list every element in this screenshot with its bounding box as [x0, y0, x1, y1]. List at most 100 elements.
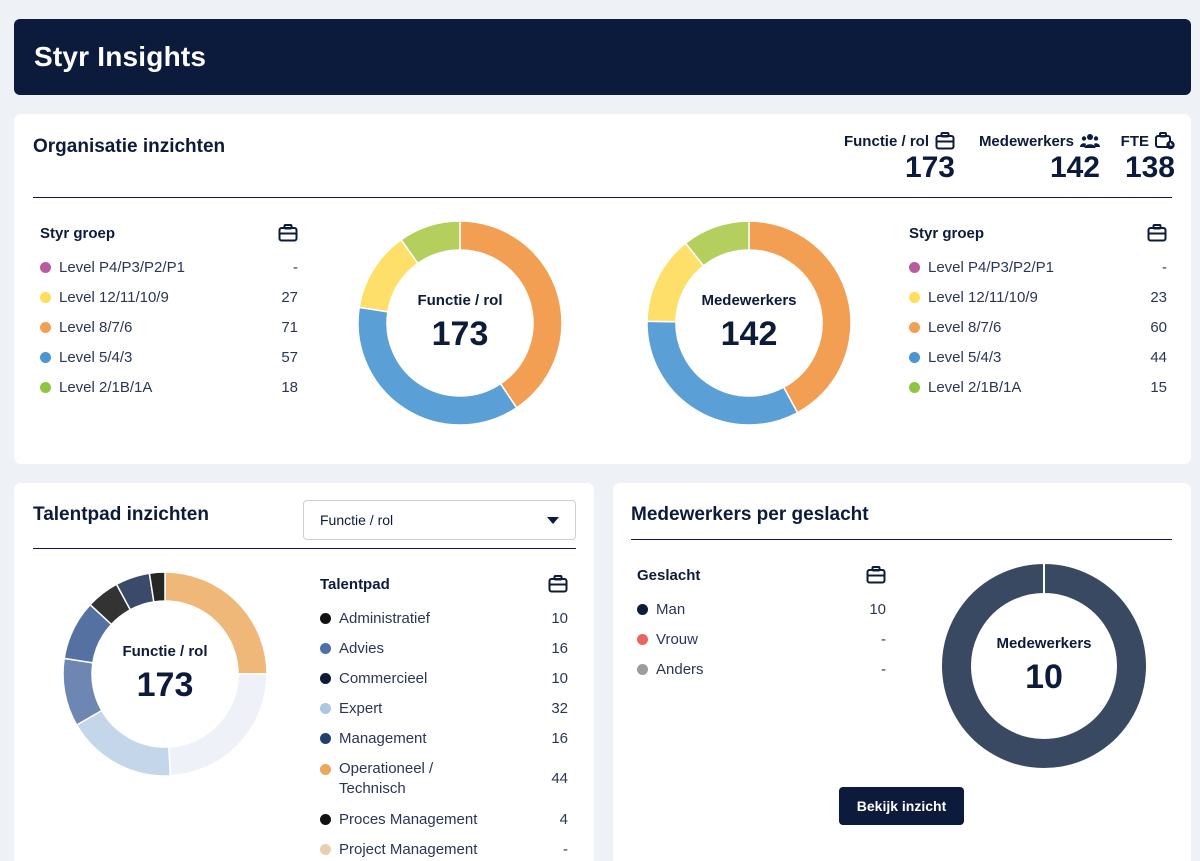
legend-dot	[40, 261, 51, 273]
legend-dot	[909, 381, 920, 393]
gender-card-title: Medewerkers per geslacht	[631, 504, 869, 525]
legend-label: Level 5/4/3	[928, 348, 1002, 366]
legend-item: Management 16	[320, 723, 568, 753]
legend-item: Level 2/1B/1A 15	[909, 372, 1167, 402]
legend-label: Level 12/11/10/9	[928, 288, 1038, 306]
kpi-fte: FTE 138	[1121, 132, 1175, 186]
legend-dot	[909, 291, 920, 303]
talentpad-select[interactable]: Functie / rol	[303, 500, 576, 540]
legend-value: 71	[281, 318, 298, 336]
legend-dot	[320, 813, 331, 825]
donut-center-label: Functie / rol	[417, 292, 503, 309]
donut-center-value: 173	[136, 666, 194, 704]
donut-center-label: Medewerkers	[996, 635, 1092, 652]
legend-label: Level 2/1B/1A	[59, 378, 153, 396]
gender-donut: Medewerkers 10	[940, 561, 1148, 770]
gender-legend: Geslacht Man 10 Vrouw - Anders -	[637, 564, 886, 684]
legend-label: Expert	[339, 699, 383, 717]
donut-segment-man	[940, 561, 1148, 770]
legend-value: -	[881, 630, 886, 648]
kpi-fte-label: FTE	[1120, 132, 1149, 150]
legend-value: 10	[551, 669, 568, 687]
briefcase-icon	[935, 132, 955, 150]
legend-item: Level 12/11/10/9 23	[909, 282, 1167, 312]
briefcase-clock-icon	[1155, 132, 1175, 150]
legend-value: 16	[551, 639, 568, 657]
org-right-legend: Styr groep Level P4/P3/P2/P1 - Level 12/1…	[909, 222, 1167, 402]
briefcase-icon	[866, 566, 886, 584]
legend-label: Level 12/11/10/9	[59, 288, 169, 306]
legend-label: Man	[656, 600, 686, 618]
kpi-medewerkers: Medewerkers 142	[979, 132, 1100, 186]
legend-value: 15	[1150, 378, 1167, 396]
legend-value: 27	[281, 288, 298, 306]
legend-dot	[320, 672, 331, 684]
legend-item: Level P4/P3/P2/P1 -	[909, 252, 1167, 282]
legend-value: 44	[1150, 348, 1167, 366]
legend-item: Commercieel 10	[320, 663, 568, 693]
donut-segment-level-5-4-3	[357, 306, 518, 426]
legend-dot	[637, 603, 648, 615]
briefcase-icon	[1147, 224, 1167, 242]
talentpad-legend: Talentpad Administratief 10 Advies 16 Comm…	[320, 573, 568, 861]
legend-item: Vrouw -	[637, 624, 886, 654]
talentpad-insights-title: Talentpad inzichten	[33, 504, 209, 525]
legend-label: Level 8/7/6	[928, 318, 1002, 336]
briefcase-icon	[278, 224, 298, 242]
donut-center-value: 173	[431, 315, 489, 353]
donut-center-label: Medewerkers	[701, 292, 797, 309]
legend-value: 10	[869, 600, 886, 618]
legend-dot	[909, 321, 920, 333]
legend-value: 4	[559, 810, 568, 828]
legend-dot	[40, 321, 51, 333]
legend-value: 44	[551, 770, 568, 787]
legend-item: Level P4/P3/P2/P1 -	[40, 252, 298, 282]
organisation-insights-card: Organisatie inzichten Functie / rol 173 …	[14, 114, 1191, 464]
legend-value: -	[293, 258, 298, 276]
legend-dot	[40, 381, 51, 393]
talentpad-divider	[33, 548, 576, 549]
kpi-functie-rol-label: Functie / rol	[843, 132, 929, 150]
legend-value: 32	[551, 699, 568, 717]
donut-segment-proces-management	[148, 571, 166, 603]
legend-label: Administratief	[339, 609, 430, 627]
legend-item: Expert 32	[320, 693, 568, 723]
legend-dot	[40, 291, 51, 303]
legend-value: 16	[551, 729, 568, 747]
app-header: Styr Insights	[14, 19, 1191, 95]
view-insight-button[interactable]: Bekijk inzicht	[839, 787, 964, 825]
talentpad-insights-card: Talentpad inzichten Functie / rol Functi…	[14, 483, 594, 861]
legend-item: Operationeel / Technisch 44	[320, 753, 568, 804]
donut-segment-level-2-1b-1a	[400, 220, 461, 265]
legend-dot	[909, 351, 920, 363]
legend-value: -	[881, 660, 886, 678]
people-icon	[1080, 134, 1100, 148]
legend-dot	[637, 633, 648, 645]
org-left-legend-header: Styr groep	[40, 224, 116, 242]
org-left-legend: Styr groep Level P4/P3/P2/P1 - Level 12/1…	[40, 222, 298, 402]
kpi-medewerkers-label: Medewerkers	[978, 132, 1074, 150]
legend-dot	[637, 663, 648, 675]
legend-item: Level 5/4/3 57	[40, 342, 298, 372]
donut-segment-level-8-7-6	[748, 220, 852, 414]
legend-item: Anders -	[637, 654, 886, 684]
legend-item: Administratief 10	[320, 603, 568, 633]
legend-item: Proces Management 4	[320, 804, 568, 834]
legend-item: Project Management -	[320, 834, 568, 861]
legend-dot	[40, 351, 51, 363]
org-functie-donut: Functie / rol 173	[357, 220, 563, 426]
org-right-legend-header: Styr groep	[909, 224, 985, 242]
legend-item: Level 2/1B/1A 18	[40, 372, 298, 402]
kpi-fte-value: 138	[1124, 151, 1175, 184]
legend-value: 10	[551, 609, 568, 627]
legend-dot	[320, 702, 331, 714]
legend-label: Level P4/P3/P2/P1	[59, 258, 185, 276]
legend-value: 18	[281, 378, 298, 396]
legend-value: -	[563, 840, 568, 858]
donut-segment-level-2-1b-1a	[684, 220, 750, 267]
legend-dot	[320, 763, 331, 775]
legend-label: Vrouw	[656, 630, 698, 648]
app-title: Styr Insights	[34, 41, 207, 72]
legend-value: 57	[281, 348, 298, 366]
gender-divider	[631, 539, 1172, 540]
